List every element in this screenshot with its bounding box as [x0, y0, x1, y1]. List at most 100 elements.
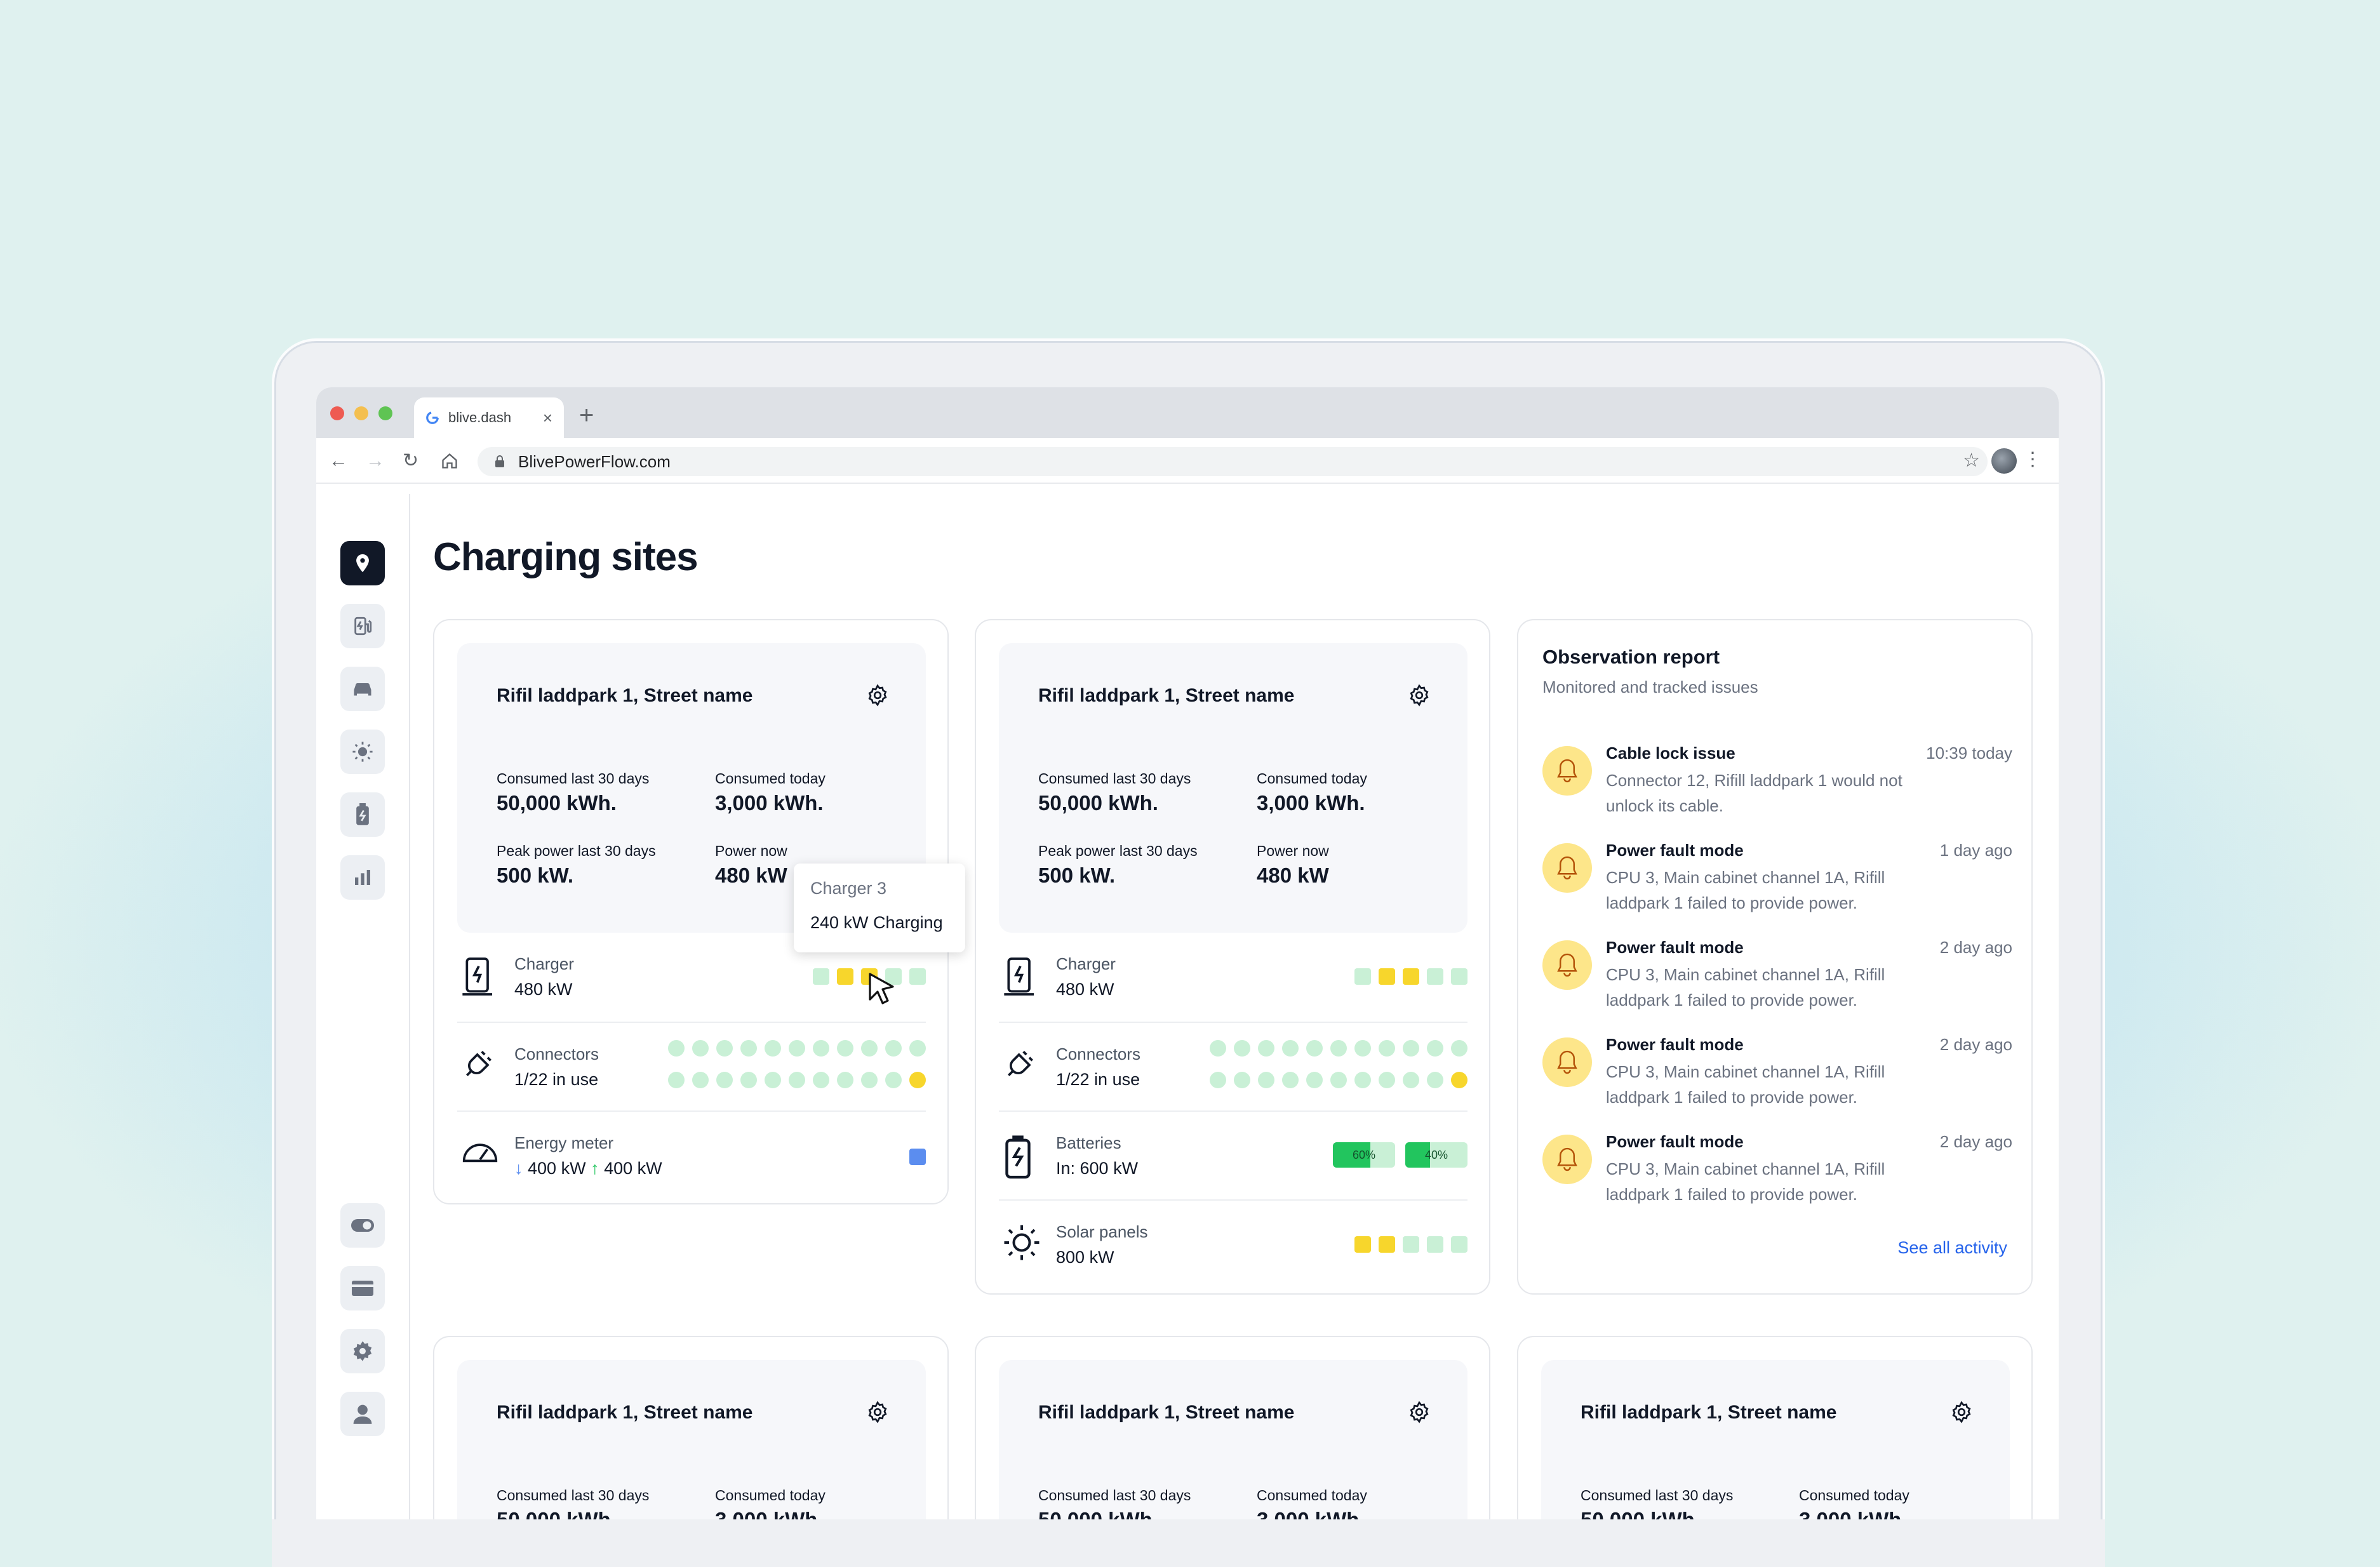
sidebar-item-profile[interactable] — [340, 1392, 385, 1436]
connector-status-dot[interactable] — [1306, 1040, 1323, 1057]
status-square[interactable] — [1451, 968, 1467, 985]
connector-status-dot[interactable] — [1379, 1040, 1395, 1057]
home-icon[interactable] — [441, 452, 458, 470]
connector-status-dot[interactable] — [861, 1040, 878, 1057]
activity-item[interactable]: Power fault mode CPU 3, Main cabinet cha… — [1542, 1132, 2012, 1215]
connector-status-dot[interactable] — [1451, 1040, 1467, 1057]
battery-level-bar[interactable]: 60% — [1333, 1142, 1395, 1168]
connector-status-dot[interactable] — [740, 1040, 757, 1057]
connector-status-dot[interactable] — [1258, 1072, 1274, 1088]
connector-status-dot[interactable] — [668, 1072, 685, 1088]
activity-item[interactable]: Power fault mode CPU 3, Main cabinet cha… — [1542, 938, 2012, 1020]
status-square[interactable] — [1403, 1236, 1419, 1253]
connector-status-dot[interactable] — [765, 1040, 781, 1057]
activity-item[interactable]: Cable lock issue Connector 12, Rifill la… — [1542, 743, 2012, 826]
connector-status-dot[interactable] — [1379, 1072, 1395, 1088]
sidebar-item-billing[interactable] — [340, 1266, 385, 1310]
status-square[interactable] — [1427, 1236, 1443, 1253]
connector-status-dot[interactable] — [1234, 1072, 1250, 1088]
site-card[interactable]: Rifil laddpark 1, Street name Consumed l… — [433, 619, 949, 1204]
browser-menu-icon[interactable]: ⋮ — [2023, 449, 2042, 470]
gear-icon[interactable] — [866, 684, 889, 707]
connector-status-dot[interactable] — [885, 1072, 902, 1088]
connector-status-dot[interactable] — [1427, 1040, 1443, 1057]
energy-meter-row[interactable]: Energy meter ↓ 400 kW ↑ 400 kW — [457, 1110, 926, 1193]
connector-status-dot[interactable] — [1330, 1072, 1347, 1088]
sidebar-item-chargers[interactable] — [340, 604, 385, 648]
reload-icon[interactable]: ↻ — [403, 450, 419, 471]
activity-item[interactable]: Power fault mode CPU 3, Main cabinet cha… — [1542, 841, 2012, 923]
status-square[interactable] — [1379, 1236, 1395, 1253]
connector-status-dot[interactable] — [861, 1072, 878, 1088]
charger-row[interactable]: Charger 480 kW — [999, 933, 1467, 1022]
connector-status-dot[interactable] — [1282, 1040, 1299, 1057]
close-window-icon[interactable] — [330, 406, 344, 420]
charger-status-square[interactable] — [909, 968, 926, 985]
status-square[interactable] — [1427, 968, 1443, 985]
sidebar-item-batteries[interactable] — [340, 792, 385, 837]
connector-status-dot[interactable] — [1306, 1072, 1323, 1088]
batteries-row[interactable]: Batteries In: 600 kW 60% 40% — [999, 1110, 1467, 1199]
status-square[interactable] — [1451, 1236, 1467, 1253]
solar-panels-row[interactable]: Solar panels 800 kW — [999, 1199, 1467, 1282]
status-square[interactable] — [909, 1149, 926, 1165]
connector-status-dot[interactable] — [1403, 1072, 1419, 1088]
charger-status-square[interactable] — [813, 968, 829, 985]
connector-status-dot[interactable] — [668, 1040, 685, 1057]
connector-status-dot[interactable] — [1210, 1072, 1226, 1088]
sidebar-item-settings[interactable] — [340, 1329, 385, 1373]
connector-status-dot[interactable] — [885, 1040, 902, 1057]
sidebar-item-analytics[interactable] — [340, 855, 385, 900]
site-card[interactable]: Rifil laddpark 1, Street name Consumed l… — [975, 619, 1490, 1295]
status-square[interactable] — [1403, 968, 1419, 985]
sidebar-item-solar[interactable] — [340, 730, 385, 774]
charger-status-square[interactable] — [885, 968, 902, 985]
connector-status-dot[interactable] — [1427, 1072, 1443, 1088]
sidebar-item-toggle[interactable] — [340, 1203, 385, 1248]
forward-arrow-icon[interactable]: → — [366, 450, 385, 471]
site-card[interactable]: Rifil laddpark 1, Street name Consumed l… — [433, 1336, 949, 1519]
connector-status-dot[interactable] — [1210, 1040, 1226, 1057]
connector-status-dot[interactable] — [692, 1040, 709, 1057]
gear-icon[interactable] — [1950, 1401, 1973, 1424]
connector-status-dot[interactable] — [1258, 1040, 1274, 1057]
status-square[interactable] — [1379, 968, 1395, 985]
gear-icon[interactable] — [866, 1401, 889, 1424]
connector-status-dot[interactable] — [789, 1072, 805, 1088]
activity-item[interactable]: Power fault mode CPU 3, Main cabinet cha… — [1542, 1035, 2012, 1117]
profile-avatar[interactable] — [1991, 448, 2017, 474]
connector-status-dot[interactable] — [1354, 1072, 1371, 1088]
tab-close-icon[interactable]: × — [542, 408, 552, 427]
connectors-row[interactable]: Connectors 1/22 in use — [999, 1022, 1467, 1110]
connector-status-dot[interactable] — [837, 1040, 853, 1057]
connector-status-dot[interactable] — [1282, 1072, 1299, 1088]
minimize-window-icon[interactable] — [354, 406, 368, 420]
connector-status-dot[interactable] — [716, 1072, 733, 1088]
charger-status-square[interactable] — [837, 968, 853, 985]
url-bar[interactable]: BlivePowerFlow.com — [478, 447, 1988, 476]
status-square[interactable] — [1354, 968, 1371, 985]
connector-status-dot[interactable] — [789, 1040, 805, 1057]
connector-status-dot[interactable] — [909, 1072, 926, 1088]
gear-icon[interactable] — [1408, 684, 1431, 707]
battery-level-bar[interactable]: 40% — [1405, 1142, 1467, 1168]
status-square[interactable] — [1354, 1236, 1371, 1253]
site-card[interactable]: Rifil laddpark 1, Street name Consumed l… — [1517, 1336, 2033, 1519]
see-all-activity-link[interactable]: See all activity — [1897, 1238, 2007, 1257]
connector-status-dot[interactable] — [813, 1040, 829, 1057]
connector-status-dot[interactable] — [716, 1040, 733, 1057]
connector-status-dot[interactable] — [765, 1072, 781, 1088]
connector-status-dot[interactable] — [1330, 1040, 1347, 1057]
site-card[interactable]: Rifil laddpark 1, Street name Consumed l… — [975, 1336, 1490, 1519]
bookmark-star-icon[interactable]: ☆ — [1963, 450, 1980, 471]
maximize-window-icon[interactable] — [378, 406, 392, 420]
charger-row[interactable]: Charger 480 kW — [457, 933, 926, 1022]
connector-status-dot[interactable] — [837, 1072, 853, 1088]
sidebar-item-sites[interactable] — [340, 541, 385, 585]
connector-status-dot[interactable] — [1451, 1072, 1467, 1088]
connectors-row[interactable]: Connectors 1/22 in use — [457, 1022, 926, 1110]
connector-status-dot[interactable] — [813, 1072, 829, 1088]
gear-icon[interactable] — [1408, 1401, 1431, 1424]
connector-status-dot[interactable] — [692, 1072, 709, 1088]
connector-status-dot[interactable] — [909, 1040, 926, 1057]
